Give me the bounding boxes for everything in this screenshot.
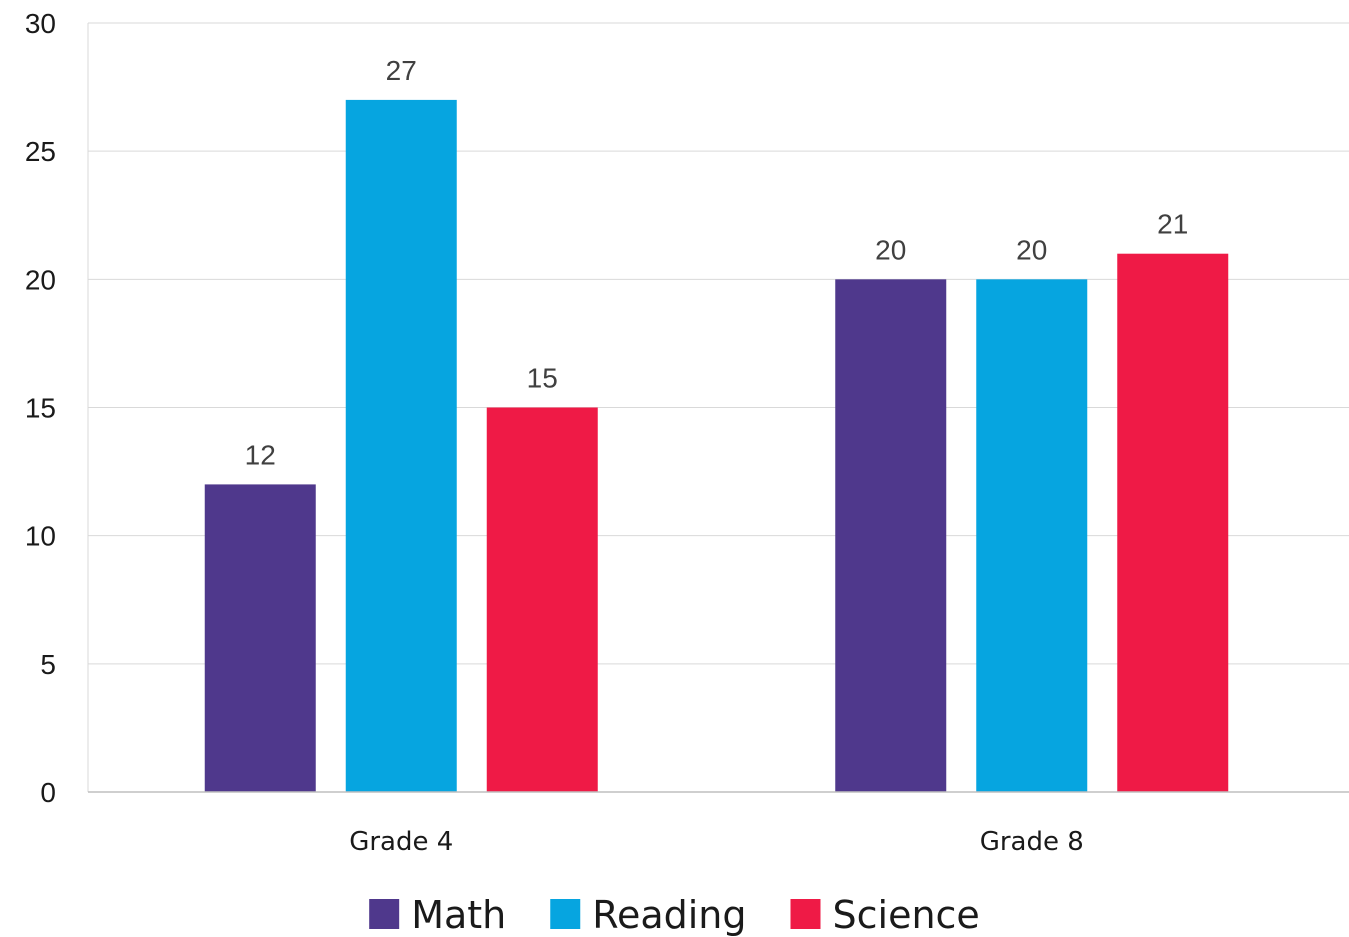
data-label: 15 <box>527 363 558 394</box>
y-tick-label: 0 <box>40 777 56 808</box>
y-tick-label: 25 <box>25 136 56 167</box>
legend-item-reading: Reading <box>550 893 747 937</box>
y-tick-label: 5 <box>40 649 56 680</box>
data-label: 27 <box>386 55 417 86</box>
y-axis: 0 5 10 15 20 25 30 <box>25 8 89 808</box>
data-label: 12 <box>245 439 276 470</box>
bar-reading-grade-8 <box>976 279 1088 792</box>
y-tick-label: 10 <box>25 521 56 552</box>
data-label: 20 <box>1016 234 1047 265</box>
legend-swatch-reading <box>550 899 581 929</box>
y-tick-label: 30 <box>25 8 56 39</box>
bar-math-grade-4 <box>204 484 316 792</box>
bar-math-grade-8 <box>835 279 947 792</box>
legend-item-math: Math <box>369 893 506 937</box>
x-axis: Grade 4 Grade 8 <box>88 791 1349 857</box>
data-labels: 12 27 15 20 20 21 <box>245 55 1189 470</box>
legend-swatch-math <box>369 899 400 929</box>
bar-science-grade-4 <box>486 407 598 792</box>
data-label: 20 <box>875 234 906 265</box>
bar-reading-grade-4 <box>345 99 457 792</box>
y-tick-label: 15 <box>25 393 56 424</box>
legend-label: Reading <box>592 893 746 937</box>
legend-swatch-science <box>790 899 821 929</box>
bar-science-grade-8 <box>1117 253 1229 792</box>
x-tick-label: Grade 4 <box>349 827 453 857</box>
legend-label: Science <box>833 893 980 937</box>
bars <box>204 99 1229 792</box>
legend-item-science: Science <box>790 893 980 937</box>
legend-label: Math <box>411 893 506 937</box>
x-tick-label: Grade 8 <box>980 827 1084 857</box>
y-tick-label: 20 <box>25 264 56 295</box>
data-label: 21 <box>1157 209 1188 240</box>
legend: Math Reading Science <box>369 893 980 937</box>
